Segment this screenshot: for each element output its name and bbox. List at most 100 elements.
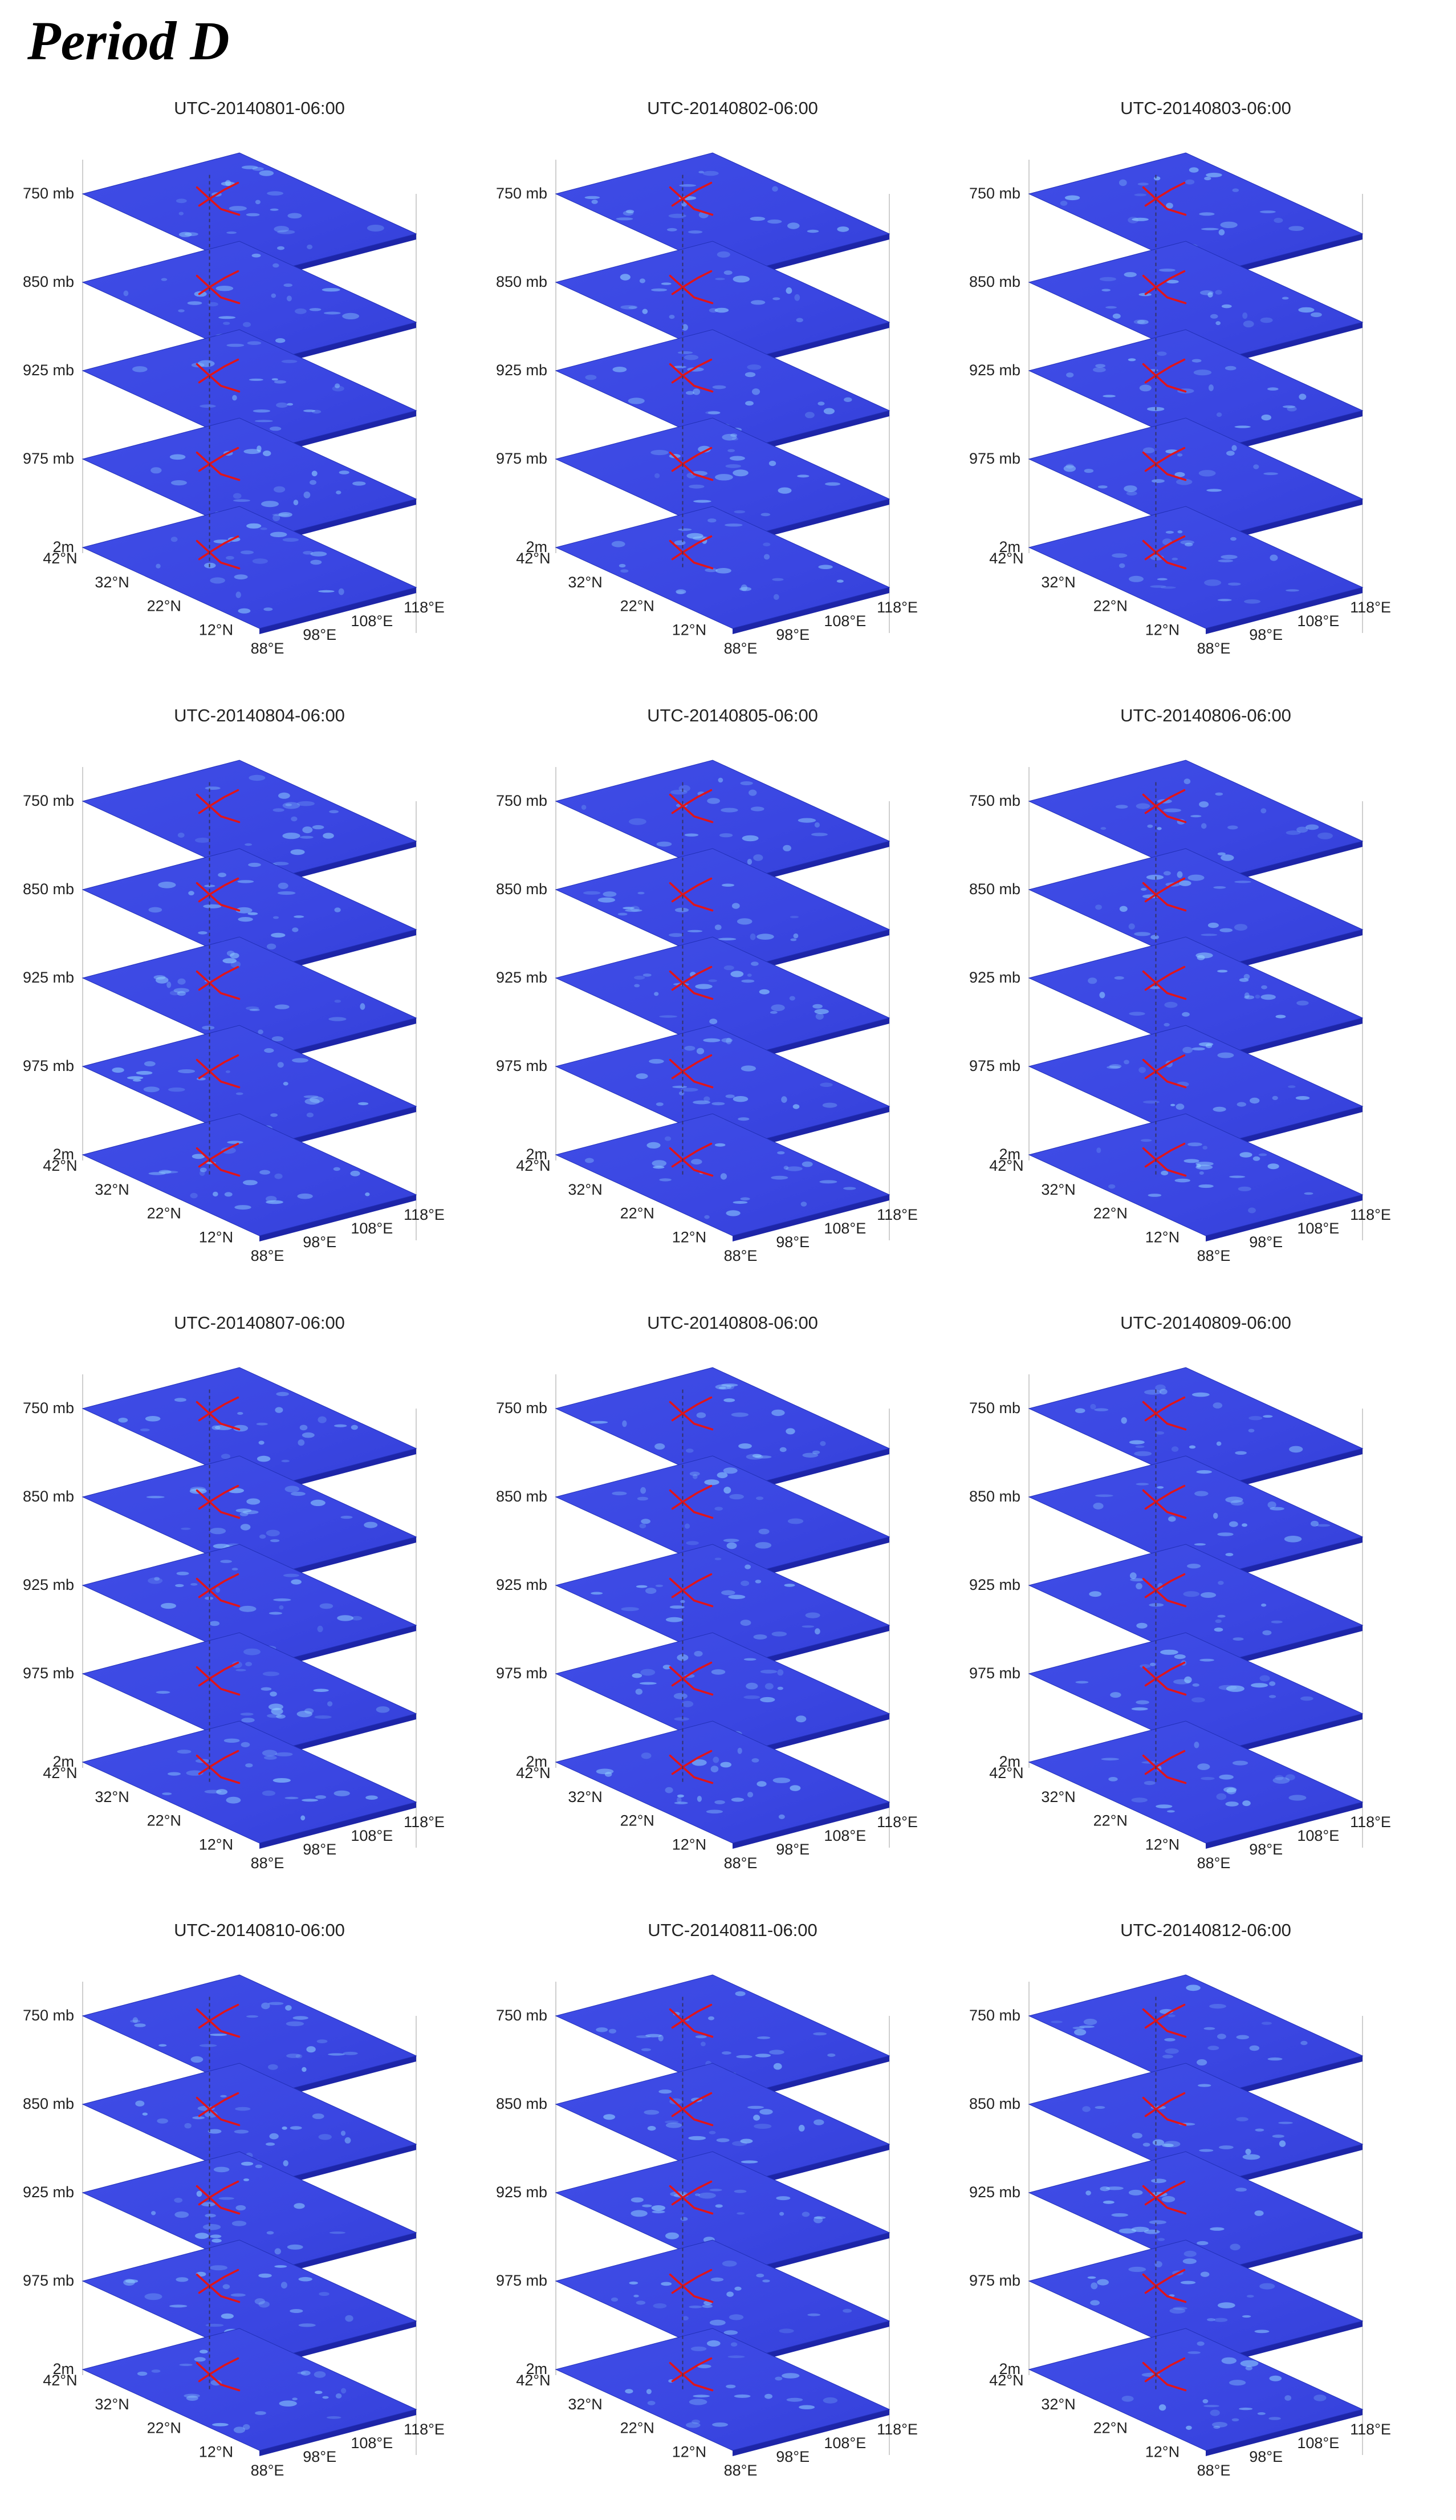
hotspot	[140, 1429, 150, 1431]
hotspot	[310, 551, 327, 557]
hotspot	[665, 1617, 683, 1622]
hotspot	[814, 2216, 826, 2219]
hotspot	[270, 1113, 278, 1117]
hotspot	[268, 2002, 284, 2005]
level-plane-750-mb	[82, 1367, 417, 1495]
hotspot	[1183, 1159, 1199, 1163]
hotspot	[1094, 1408, 1109, 1411]
plane-surface	[555, 1720, 890, 1844]
hotspot	[314, 1715, 332, 1719]
hotspot	[1200, 290, 1214, 295]
hotspot	[1317, 832, 1333, 839]
hotspot	[1137, 319, 1149, 324]
hotspot	[621, 1607, 639, 1612]
level-label: 850 mb	[969, 880, 1020, 898]
hotspot	[649, 1059, 664, 1064]
hotspot	[246, 523, 262, 529]
lon-tick-label: 108°E	[351, 1220, 393, 1237]
panel-chart: UTC-20140812-06:00 750 mb 850 mb 925 mb 975 …	[969, 1920, 1391, 2479]
lon-tick-label: 108°E	[824, 612, 866, 630]
hotspot	[703, 1038, 721, 1042]
hotspot	[327, 1701, 333, 1707]
hotspot	[205, 2214, 216, 2218]
hotspot	[1261, 1603, 1267, 1607]
hotspot	[1285, 1774, 1295, 1780]
hotspot	[313, 1689, 329, 1692]
panel-title: UTC-20140805-06:00	[647, 705, 818, 725]
hotspot	[1089, 1591, 1102, 1597]
level-label: 850 mb	[496, 1488, 547, 1505]
hotspot	[1216, 1441, 1222, 1446]
hotspot	[1160, 1649, 1178, 1655]
level-label: 925 mb	[23, 969, 74, 986]
river-network	[196, 181, 241, 216]
hotspot	[753, 1634, 767, 1640]
hotspot	[1258, 1153, 1267, 1156]
hotspot	[226, 555, 234, 560]
plane-surface	[1028, 2151, 1364, 2274]
lon-tick-label: 98°E	[1249, 1841, 1283, 1858]
hotspot	[757, 1781, 767, 1787]
hotspot	[297, 1193, 313, 1199]
hotspot	[125, 2279, 139, 2283]
hotspot	[771, 1632, 787, 1637]
hotspot	[239, 1605, 257, 1612]
hotspot	[1108, 1184, 1116, 1189]
hotspot	[1206, 489, 1222, 492]
hotspot	[328, 2053, 345, 2056]
lon-tick-label: 98°E	[776, 1233, 810, 1251]
hotspot	[1249, 2045, 1260, 2051]
panel-chart: UTC-20140810-06:00 750 mb 850 mb 925 mb 975 …	[23, 1920, 445, 2479]
hotspot	[1234, 425, 1251, 428]
hotspot	[1311, 312, 1322, 318]
hotspot	[759, 2109, 773, 2115]
hotspot	[340, 2131, 346, 2136]
river-network	[669, 877, 714, 912]
hotspot	[659, 1178, 672, 1182]
panel-2: UTC-20140802-06:00 750 mb 850 mb 925 mb 975 …	[473, 86, 941, 657]
hotspot	[779, 1447, 787, 1452]
hotspot	[802, 2211, 810, 2217]
river-network	[669, 2092, 714, 2127]
lon-tick-label: 108°E	[824, 1220, 866, 1237]
hotspot	[235, 1508, 252, 1513]
hotspot	[275, 1752, 293, 1756]
hotspot	[1091, 2282, 1098, 2290]
hotspot	[677, 1797, 682, 1803]
hotspot	[629, 2281, 638, 2285]
hotspot	[1226, 1685, 1244, 1692]
hotspot	[1126, 491, 1137, 496]
level-label: 925 mb	[23, 2184, 74, 2201]
hotspot	[770, 1011, 778, 1014]
plane-surface	[82, 760, 417, 883]
hotspot	[647, 2401, 656, 2405]
hotspot	[367, 225, 384, 232]
level-plane-975-mb	[1028, 1025, 1364, 1153]
lon-tick-label: 98°E	[1249, 1233, 1283, 1251]
plane-edge-band	[733, 2409, 889, 2456]
hotspot	[776, 2196, 791, 2201]
hotspot	[797, 474, 810, 478]
hotspot	[233, 499, 250, 502]
level-label: 975 mb	[23, 1665, 74, 1682]
hotspot	[1272, 1777, 1290, 1784]
level-label: 2m	[526, 538, 547, 555]
hotspot	[815, 1628, 820, 1635]
lon-tick-label: 118°E	[404, 1813, 445, 1831]
hotspot	[123, 2279, 135, 2286]
plane-surface	[82, 2151, 417, 2274]
hotspot	[814, 1009, 829, 1015]
plane-surface	[1028, 936, 1364, 1060]
hotspot	[240, 550, 254, 554]
hotspot	[283, 283, 292, 287]
hotspot	[1261, 2022, 1272, 2025]
hotspot	[1261, 985, 1267, 989]
hotspot	[820, 1441, 826, 1446]
hotspot	[755, 2054, 771, 2058]
hotspot	[642, 309, 648, 314]
hotspot	[746, 1682, 758, 1690]
hotspot	[315, 1795, 327, 1799]
hotspot	[1197, 955, 1205, 960]
hotspot	[209, 2265, 227, 2271]
hotspot	[1221, 304, 1232, 309]
